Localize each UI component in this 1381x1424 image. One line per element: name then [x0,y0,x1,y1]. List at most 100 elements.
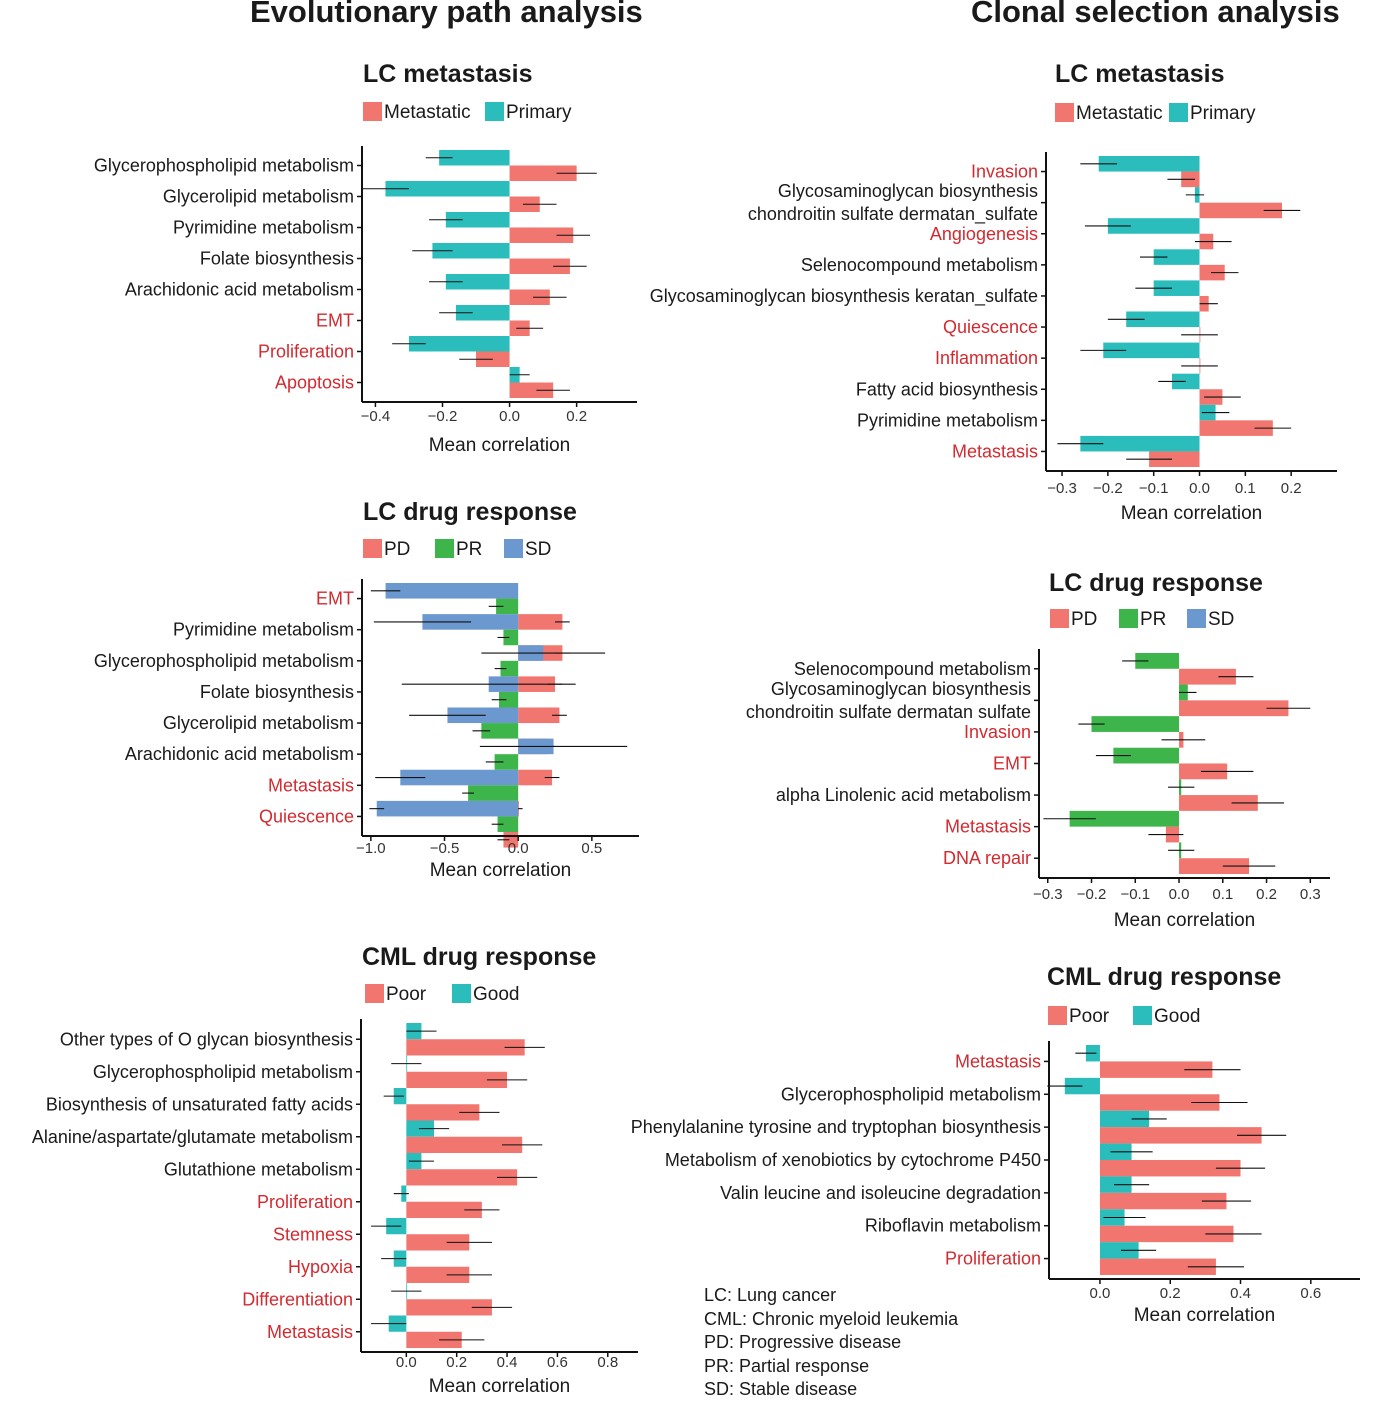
bar-poor [1099,1192,1227,1210]
legend-label-primary: Primary [1190,103,1256,124]
chart-title: CML drug response [362,943,596,971]
bar-pd [1179,700,1289,717]
bar-poor [1099,1225,1234,1243]
bar-good [1099,1110,1150,1128]
legend-swatch-sd [504,539,523,558]
bar-primary [439,150,510,166]
bar-pr [1113,747,1180,764]
category-label: Glycerophospholipid metabolism [94,651,354,671]
bar-poor [406,1266,470,1283]
note-pd: PD: Progressive disease [704,1332,902,1352]
legend-label-pd: PD [384,539,410,560]
bar-poor [406,1039,525,1056]
category-label: Metastasis [955,1051,1041,1071]
legend-swatch-metastatic [1055,103,1074,122]
legend-swatch-poor [365,984,384,1003]
x-tick-label: −0.2 [428,408,458,425]
x-tick-label: 0.0 [508,840,529,857]
bar-primary [1126,311,1200,328]
x-axis-label: Mean correlation [430,860,572,881]
category-label: Pyrimidine metabolism [173,620,354,640]
legend-label-good: Good [1154,1006,1200,1027]
category-label: Biosynthesis of unsaturated fatty acids [46,1094,353,1114]
x-tick-label: 0.2 [566,408,587,425]
x-tick-label: 0.1 [1212,886,1233,903]
category-label: Pyrimidine metabolism [173,218,354,238]
category-label: Folate biosynthesis [200,682,354,702]
bar-pd [518,707,560,724]
legend-swatch-metastatic [363,102,382,121]
bar-metastatic [1199,202,1283,219]
bar-pr [1069,810,1180,827]
category-label: Apoptosis [275,373,354,393]
x-tick-label: −1.0 [356,840,386,857]
bar-metastatic [509,258,570,274]
x-tick-label: 0.5 [581,840,602,857]
category-label: Quiescence [259,806,354,826]
category-label: Selenocompound metabolism [794,659,1031,679]
legend-swatch-primary [485,102,504,121]
x-tick-label: 0.0 [499,408,520,425]
x-tick-label: −0.1 [1139,480,1169,497]
category-label: Invasion [971,162,1038,182]
category-label: Glycerolipid metabolism [163,713,354,733]
bar-primary [1172,373,1200,390]
bar-primary [385,181,510,197]
bar-primary [1153,280,1200,296]
legend-swatch-poor [1048,1006,1067,1025]
bar-pd [1179,858,1250,874]
bar-pr [503,629,519,646]
legend-label-poor: Poor [1069,1006,1110,1027]
note-lc: LC: Lung cancer [704,1285,837,1305]
bar-poor [406,1071,508,1088]
bar-pr [494,754,519,770]
bar-poor [406,1104,480,1121]
bar-primary [1153,249,1200,265]
chart-title: LC drug response [363,498,577,526]
bar-sd [385,583,519,599]
x-tick-label: 0.0 [1169,886,1190,903]
bar-poor [1099,1258,1216,1275]
abbreviation-notes: LC: Lung cancer CML: Chronic myeloid leu… [704,1284,958,1402]
legend-swatch-pr [1119,609,1138,628]
legend-label-pr: PR [456,539,482,560]
chart-evo-lc-drug: LC drug response PD PR SD EMT Pyrimidine meta… [94,498,639,881]
bar-poor [1099,1094,1220,1111]
note-sd: SD: Stable disease [704,1379,858,1399]
category-label: Metastasis [945,817,1031,837]
chart-evo-lc-metastasis: LC metastasis Metastatic Primary Glyceropho… [94,60,637,456]
bar-good [1099,1242,1139,1259]
x-tick-label: −0.3 [1047,480,1077,497]
category-label: Quiescence [943,317,1038,337]
bar-poor [1099,1160,1241,1177]
bar-primary [432,243,510,259]
heading-evolutionary: Evolutionary path analysis [250,0,643,29]
bar-poor [406,1201,482,1218]
legend-label-good: Good [473,984,519,1005]
category-label: Glycerophospholipid metabolism [781,1084,1041,1104]
x-tick-label: 0.0 [1090,1285,1111,1302]
x-tick-label: 0.2 [1160,1285,1181,1302]
bar-pr [468,785,519,801]
x-tick-label: −0.5 [430,840,460,857]
bar-primary [1103,342,1200,359]
x-tick-label: 0.8 [597,1354,618,1371]
bar-poor [1099,1127,1262,1144]
bar-primary [455,305,510,321]
category-label: Metastasis [267,1322,353,1342]
x-axis-label: Mean correlation [429,435,571,456]
legend-swatch-good [1133,1006,1152,1025]
category-label: EMT [993,754,1031,774]
category-label: DNA repair [943,848,1031,868]
note-pr: PR: Partial response [704,1355,870,1376]
category-label: Stemness [273,1224,353,1244]
category-label: EMT [316,589,354,609]
x-tick-label: 0.2 [446,1354,467,1371]
legend-swatch-pd [363,539,382,558]
legend-label-metastatic: Metastatic [1076,103,1163,124]
category-label: Alanine/aspartate/glutamate metabolism [32,1127,353,1147]
bar-pd [518,614,563,630]
category-label: Invasion [964,722,1031,742]
category-label: Fatty acid biosynthesis [856,379,1038,399]
